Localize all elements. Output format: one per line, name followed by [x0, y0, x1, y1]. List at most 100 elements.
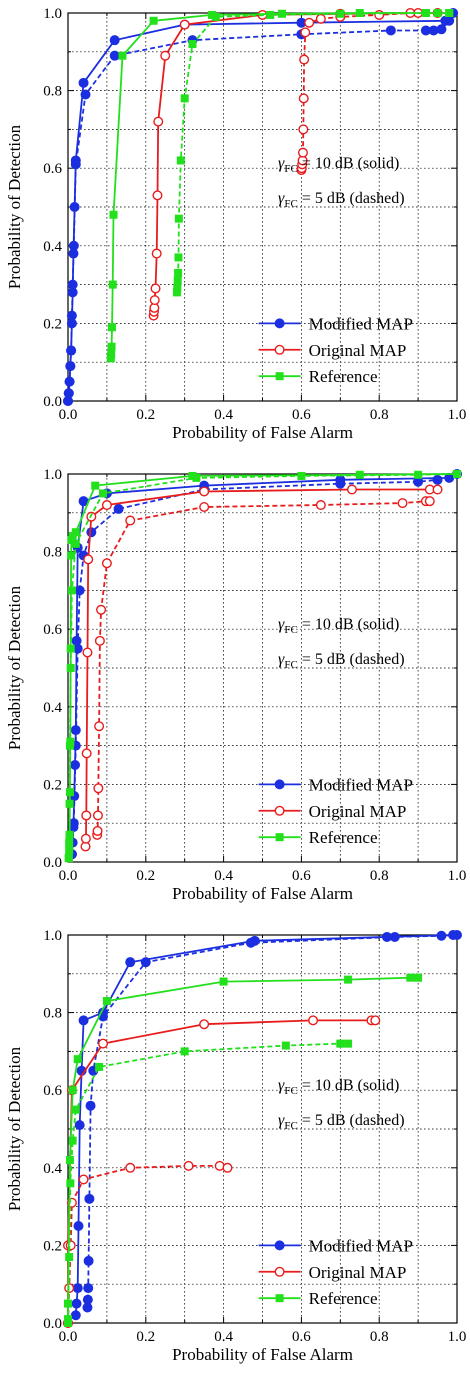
data-point: [174, 253, 183, 262]
subscript: FC: [284, 1120, 297, 1132]
y-tick-label: 1.0: [43, 467, 62, 483]
series-line: [109, 12, 450, 359]
x-tick-label: 0.0: [59, 1329, 78, 1345]
data-point: [71, 528, 80, 537]
annotation-text: = 10 dB (solid): [298, 616, 399, 633]
annotation-dashed: γFC = 5 dB (dashed): [278, 1112, 405, 1132]
y-tick-label: 0.8: [43, 1006, 62, 1022]
annotations: γ FC = 10 dB (solid) γFC = 5 dB (dashed): [278, 616, 405, 671]
data-point: [180, 1047, 189, 1056]
data-point: [188, 40, 197, 49]
data-point: [152, 190, 163, 201]
data-point: [81, 748, 92, 759]
data-point: [428, 25, 439, 36]
data-point: [436, 24, 447, 35]
y-tick-label: 0.6: [43, 161, 62, 177]
x-tick-label: 0.2: [136, 868, 155, 884]
y-axis-label: Probability of Detection: [5, 124, 24, 289]
legend-swatch-marker: [274, 344, 285, 355]
x-axis-label: Probability of False Alarm: [172, 423, 353, 442]
data-point: [78, 1015, 89, 1026]
grid: [68, 13, 457, 401]
x-tick-label: 0.4: [214, 868, 233, 884]
data-point: [445, 9, 454, 17]
data-point: [109, 50, 120, 61]
data-point: [108, 280, 117, 289]
data-point: [70, 1310, 81, 1321]
y-tick-label: 0.4: [43, 239, 62, 255]
data-point: [125, 957, 136, 968]
data-point: [180, 94, 189, 103]
data-point: [222, 1162, 233, 1173]
data-point: [149, 16, 158, 25]
legend-swatch-marker: [274, 1266, 285, 1277]
data-point: [68, 818, 79, 829]
data-point: [64, 1315, 72, 1324]
legend-label: Reference: [309, 367, 378, 386]
y-tick-label: 0.8: [43, 545, 62, 561]
gamma-symbol: γ: [278, 190, 285, 207]
data-point: [98, 1038, 109, 1049]
data-point: [406, 973, 415, 982]
data-point: [335, 478, 346, 489]
y-axis-label: Probability of Detection: [5, 585, 24, 750]
annotation-solid: γFC = 10 dB (solid): [278, 1077, 399, 1097]
x-tick-label: 0.0: [59, 407, 78, 423]
legend-label: Original MAP: [309, 802, 407, 821]
legend-swatch-marker: [275, 1294, 284, 1303]
data-point: [107, 350, 116, 359]
data-point: [66, 310, 77, 321]
data-point: [298, 124, 309, 135]
x-tick-label: 0.6: [292, 868, 311, 884]
data-point: [308, 1015, 319, 1026]
data-point: [385, 25, 396, 36]
annotation-text: = 5 dB (dashed): [298, 190, 405, 207]
legend-swatch-marker: [275, 372, 284, 381]
data-point: [199, 501, 210, 512]
annotation-dashed: γFC = 5 dB (dashed): [278, 651, 405, 671]
x-tick-label: 0.2: [136, 1329, 155, 1345]
legend-swatch-marker: [274, 779, 285, 790]
x-tick-label: 0.0: [59, 868, 78, 884]
data-point: [281, 1041, 290, 1050]
data-point: [453, 470, 461, 478]
data-point: [102, 996, 111, 1005]
gamma-symbol: γ: [278, 1077, 285, 1094]
data-point: [74, 585, 85, 596]
data-point: [151, 248, 162, 259]
data-point: [95, 1062, 104, 1071]
data-point: [64, 376, 75, 387]
data-point: [67, 586, 76, 595]
data-point: [199, 1019, 210, 1030]
subscript: FC: [284, 659, 297, 671]
data-point: [65, 1253, 74, 1262]
data-point: [125, 1162, 136, 1173]
data-point: [70, 159, 81, 170]
y-tick-label: 0.0: [43, 1316, 62, 1332]
data-point: [355, 470, 364, 479]
data-point: [72, 1283, 83, 1294]
series-reference-dashed: [64, 470, 461, 863]
data-point: [277, 9, 286, 18]
data-point: [299, 54, 310, 65]
data-point: [140, 957, 151, 968]
data-point: [344, 1039, 353, 1048]
data-point: [298, 93, 309, 104]
data-point: [176, 156, 185, 165]
data-point: [421, 9, 430, 17]
x-tick-label: 0.8: [370, 407, 389, 423]
gamma-symbol: γ: [278, 616, 285, 633]
data-point: [414, 973, 423, 982]
y-tick-label: 0.2: [43, 777, 62, 793]
data-point: [73, 1055, 82, 1064]
data-point: [179, 19, 190, 30]
data-point: [304, 17, 315, 28]
annotations: γFC = 10 dB (solid)γFC = 5 dB (dashed): [278, 155, 405, 210]
series-line: [300, 12, 411, 171]
y-tick-label: 0.6: [43, 622, 62, 638]
data-point: [66, 345, 77, 356]
data-point: [424, 496, 435, 507]
gamma-symbol: γ: [278, 155, 285, 172]
x-tick-label: 0.8: [370, 868, 389, 884]
data-point: [414, 470, 423, 479]
